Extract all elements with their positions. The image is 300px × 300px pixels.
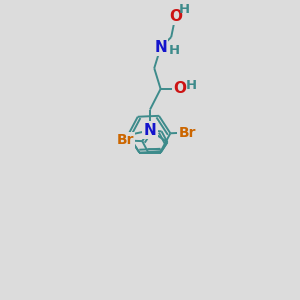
- Text: Br: Br: [116, 134, 134, 147]
- Text: N: N: [144, 123, 156, 138]
- Text: Br: Br: [178, 125, 196, 140]
- Text: H: H: [179, 3, 190, 16]
- Text: O: O: [173, 81, 186, 96]
- Text: N: N: [154, 40, 167, 55]
- Text: O: O: [169, 9, 182, 24]
- Text: H: H: [168, 44, 179, 57]
- Text: H: H: [185, 79, 197, 92]
